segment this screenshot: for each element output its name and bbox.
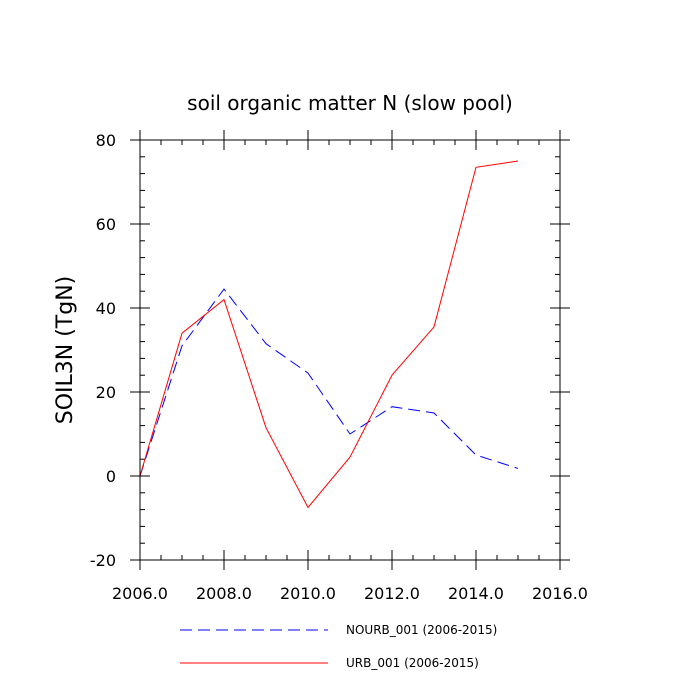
x-tick-label: 2006.0 — [112, 584, 168, 603]
y-axis-label: SOIL3N (TgN) — [53, 276, 78, 425]
legend-label: URB_001 (2006-2015) — [346, 656, 479, 670]
x-tick-label: 2008.0 — [196, 584, 252, 603]
x-tick-label: 2014.0 — [448, 584, 504, 603]
legend-label: NOURB_001 (2006-2015) — [346, 623, 497, 637]
plot-frame — [139, 139, 561, 561]
y-tick-label: -20 — [90, 551, 116, 570]
y-tick-label: 60 — [96, 215, 116, 234]
series-line-urb_001 — [139, 160, 519, 509]
y-tick-label: 20 — [96, 383, 116, 402]
chart-title: soil organic matter N (slow pool) — [187, 91, 513, 115]
y-tick-label: 40 — [96, 299, 116, 318]
axis-ticks — [130, 130, 570, 570]
legend: NOURB_001 (2006-2015) URB_001 (2006-2015) — [180, 623, 497, 670]
series-lines — [139, 160, 519, 509]
y-tick-label: 80 — [96, 131, 116, 150]
x-tick-label: 2016.0 — [532, 584, 588, 603]
axis-tick-labels: 2006.0 2008.0 2010.0 2012.0 2014.0 2016.0 -20 0… — [90, 131, 588, 603]
x-tick-label: 2010.0 — [280, 584, 336, 603]
x-tick-label: 2012.0 — [364, 584, 420, 603]
series-line-nourb_001 — [139, 288, 519, 477]
y-tick-label: 0 — [106, 467, 116, 486]
